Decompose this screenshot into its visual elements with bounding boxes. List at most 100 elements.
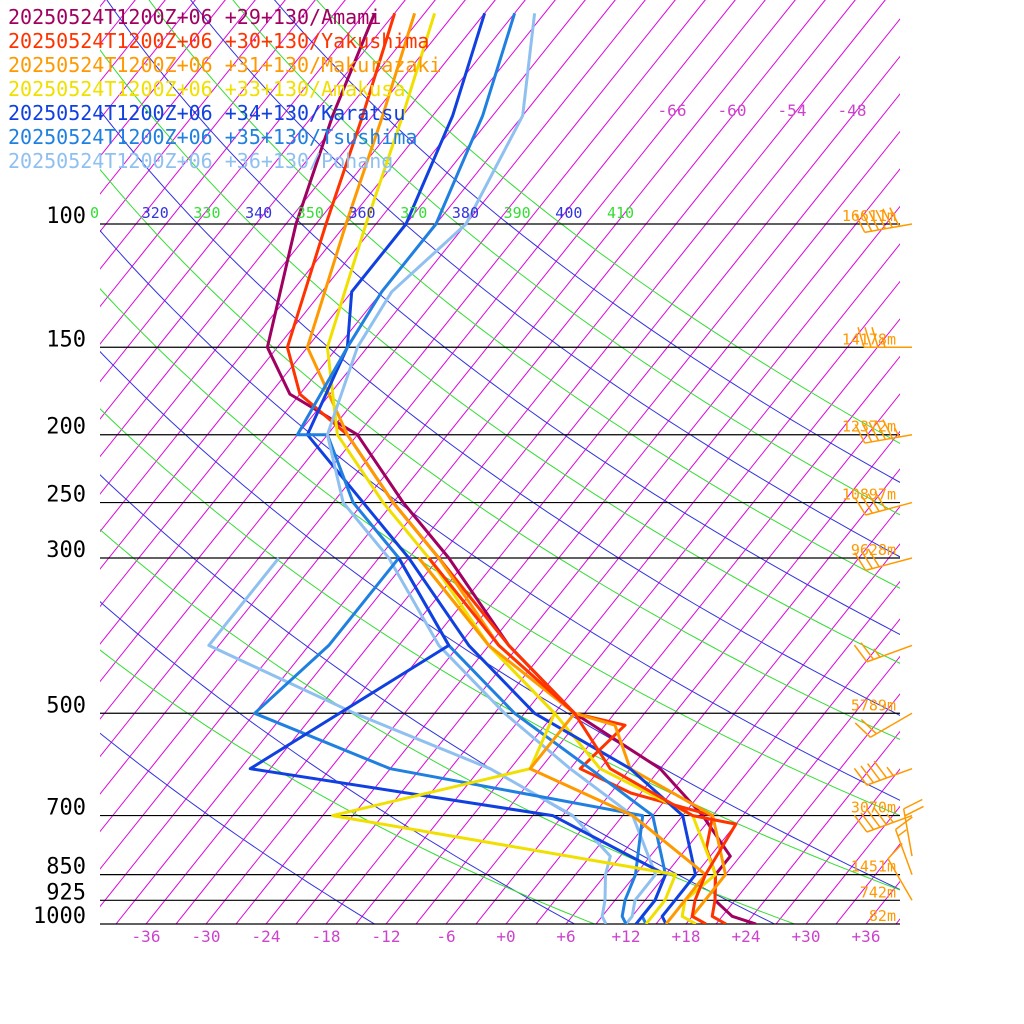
pressure-tick-label: 150 xyxy=(46,327,86,352)
isotherm-line xyxy=(445,355,900,924)
potential-temperature-label: 400 xyxy=(555,204,582,222)
potential-temperature-label: 0 xyxy=(90,204,99,222)
isotherm-line xyxy=(205,55,900,924)
temperature-tick-label: +6 xyxy=(556,927,575,946)
dry-adiabat-line xyxy=(100,601,576,924)
legend: 20250524T1200Z+06 +29+130/Amami20250524T… xyxy=(8,5,441,173)
isotherm-line xyxy=(926,0,1024,924)
moist-adiabat-line xyxy=(316,0,900,444)
isotherm-line xyxy=(775,768,900,924)
upper-isotherm-label: -60 xyxy=(718,101,747,120)
dewpoint-trace xyxy=(427,557,738,924)
isotherm-line xyxy=(100,0,136,45)
pressure-tick-label: 925 xyxy=(46,880,86,905)
geopotential-height-label: 742m xyxy=(860,883,896,901)
isotherm-line xyxy=(100,0,736,795)
isotherm-line xyxy=(100,0,526,533)
temperature-tick-label: +36 xyxy=(852,927,881,946)
moist-adiabat-line xyxy=(100,408,900,891)
wind-barbs xyxy=(853,207,924,901)
potential-temperature-label: 320 xyxy=(142,204,169,222)
isotherm-line xyxy=(100,0,256,195)
isotherm-line xyxy=(325,205,900,924)
wind-barb xyxy=(853,807,913,833)
isotherm-line xyxy=(100,0,376,345)
legend-entry: 20250524T1200Z+06 +30+130/Yakushima xyxy=(8,29,429,53)
dry-adiabat-line xyxy=(100,109,900,716)
sounding-traces xyxy=(207,12,757,924)
pressure-tick-label: 500 xyxy=(46,693,86,718)
pressure-tick-label: 300 xyxy=(46,538,86,563)
moist-adiabat-line xyxy=(100,49,900,664)
isotherm-line xyxy=(385,280,900,924)
moist-adiabat-line xyxy=(100,528,797,924)
isotherm-line xyxy=(625,580,900,924)
dewpoint-trace xyxy=(417,557,707,924)
moist-adiabat-line xyxy=(100,288,900,817)
isobar-lines xyxy=(100,223,900,925)
isotherm-line xyxy=(235,93,900,924)
isotherm-line xyxy=(100,0,466,458)
isotherm-line xyxy=(475,393,900,924)
upper-isotherm-label: -48 xyxy=(838,101,867,120)
isotherm-line xyxy=(100,0,826,908)
dewpoint-trace xyxy=(331,557,677,924)
isotherm-line xyxy=(595,543,900,924)
isotherm-line xyxy=(535,468,900,924)
isotherm-line xyxy=(415,318,900,924)
wind-barb xyxy=(857,327,912,349)
isotherm-line xyxy=(100,0,796,870)
isotherm-line xyxy=(100,0,586,608)
wind-barb xyxy=(854,419,913,444)
temperature-tick-label: -6 xyxy=(436,927,455,946)
moist-adiabat-line xyxy=(232,0,900,516)
potential-temperature-label: 410 xyxy=(607,204,634,222)
isotherm-line xyxy=(100,0,286,233)
wind-barb xyxy=(853,760,913,786)
pressure-tick-label: 100 xyxy=(46,204,86,229)
temperature-tick-label: +12 xyxy=(612,927,641,946)
isotherm-line xyxy=(175,18,900,924)
wind-barb xyxy=(853,642,913,663)
isotherm-line xyxy=(565,505,900,924)
geopotential-height-label: 16611m xyxy=(842,207,896,225)
temperature-tick-label: -12 xyxy=(372,927,401,946)
wind-barb xyxy=(902,798,924,857)
potential-temperature-label: 380 xyxy=(452,204,479,222)
isotherm-line xyxy=(100,0,346,308)
isotherm-line xyxy=(100,0,706,758)
legend-entry: 20250524T1200Z+06 +33+130/Amakusa xyxy=(8,77,405,101)
temperature-tick-label: -36 xyxy=(132,927,161,946)
wind-barb xyxy=(854,712,913,738)
wind-barb xyxy=(854,548,913,572)
isotherm-line xyxy=(100,0,316,270)
geopotential-height-label: 5789m xyxy=(851,696,896,714)
geopotential-height-label: 3070m xyxy=(851,799,896,817)
legend-entry: 20250524T1200Z+06 +35+130/Tsushima xyxy=(8,125,417,149)
dry-adiabat-line xyxy=(100,229,900,801)
wind-barb xyxy=(887,843,913,901)
isotherm-line xyxy=(100,0,676,720)
isotherm-line xyxy=(100,0,496,495)
isotherm-line xyxy=(100,0,226,158)
geopotential-height-label: 1451m xyxy=(851,858,896,876)
isotherm-line xyxy=(115,0,856,924)
isotherm-line xyxy=(655,618,900,924)
isotherm-line xyxy=(805,805,900,924)
dry-adiabat-line xyxy=(100,350,900,891)
isotherm-lines xyxy=(100,0,1024,924)
dewpoint-trace xyxy=(248,557,667,924)
temperature-tick-label: -18 xyxy=(312,927,341,946)
pressure-tick-label: 1000 xyxy=(33,904,86,929)
temperature-tick-label: +24 xyxy=(732,927,761,946)
temperature-tick-label: +0 xyxy=(496,927,515,946)
temperature-trace xyxy=(305,12,697,924)
potential-temperature-label: 340 xyxy=(245,204,272,222)
geopotential-height-label: 12372m xyxy=(842,418,896,436)
isotherm-line xyxy=(685,655,900,924)
isotherm-line xyxy=(100,0,616,645)
pressure-tick-label: 700 xyxy=(46,796,86,821)
temperature-tick-label: -24 xyxy=(252,927,281,946)
wind-barb xyxy=(894,816,913,875)
